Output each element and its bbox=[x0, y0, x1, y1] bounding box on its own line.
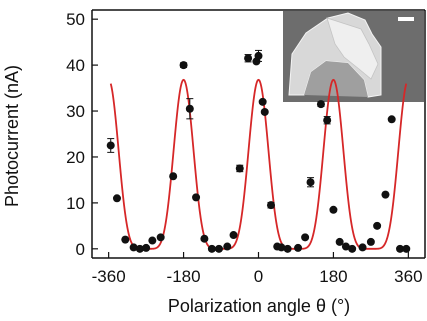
data-point bbox=[277, 243, 286, 252]
data-point bbox=[156, 233, 165, 242]
y-tick-label: 30 bbox=[66, 102, 85, 121]
data-point bbox=[329, 205, 338, 214]
data-point bbox=[402, 244, 411, 253]
data-point bbox=[235, 164, 244, 173]
y-ticks: 0 10 20 30 40 50 bbox=[66, 10, 98, 259]
y-tick-label: 0 bbox=[76, 240, 85, 259]
data-point bbox=[135, 244, 144, 253]
data-point bbox=[306, 178, 315, 187]
data-point bbox=[348, 244, 357, 253]
data-point bbox=[214, 244, 223, 253]
data-point bbox=[244, 54, 253, 63]
x-tick-label: 0 bbox=[254, 267, 263, 286]
inset-micrograph bbox=[283, 11, 424, 102]
data-point bbox=[106, 141, 115, 150]
data-point bbox=[260, 107, 269, 116]
data-point bbox=[185, 104, 194, 113]
data-point bbox=[142, 243, 151, 252]
y-tick-label: 10 bbox=[66, 194, 85, 213]
data-point bbox=[358, 243, 367, 252]
x-tick-label: -180 bbox=[167, 267, 201, 286]
data-point bbox=[366, 237, 375, 246]
data-point bbox=[229, 231, 238, 240]
y-tick-label: 50 bbox=[66, 10, 85, 29]
data-point bbox=[129, 243, 138, 252]
data-point bbox=[387, 115, 396, 124]
data-point bbox=[323, 116, 332, 125]
data-point bbox=[121, 235, 130, 244]
data-point bbox=[148, 236, 157, 245]
x-tick-label: 180 bbox=[319, 267, 347, 286]
data-point bbox=[335, 237, 344, 246]
y-tick-label: 40 bbox=[66, 56, 85, 75]
data-point bbox=[254, 51, 263, 60]
x-tick-label: -360 bbox=[92, 267, 126, 286]
fit-curve bbox=[109, 78, 408, 250]
data-point bbox=[396, 244, 405, 253]
data-point bbox=[223, 242, 232, 251]
x-ticks: -360 -180 0 180 360 bbox=[92, 252, 423, 286]
data-point bbox=[200, 234, 209, 243]
data-point bbox=[179, 61, 188, 70]
data-point bbox=[381, 190, 390, 199]
inset-structure-shading bbox=[304, 61, 368, 97]
data-point bbox=[112, 194, 121, 203]
y-axis-title: Photocurrent (nA) bbox=[2, 65, 22, 207]
data-point bbox=[266, 201, 275, 210]
data-points bbox=[106, 49, 411, 253]
data-point bbox=[316, 100, 325, 109]
data-point bbox=[373, 221, 382, 230]
data-point bbox=[294, 243, 303, 252]
x-tick-label: 360 bbox=[394, 267, 422, 286]
data-point bbox=[169, 172, 178, 181]
inset-scale-bar bbox=[398, 17, 414, 21]
data-point bbox=[341, 242, 350, 251]
data-point bbox=[283, 244, 292, 253]
data-point bbox=[258, 97, 267, 106]
data-point bbox=[207, 244, 216, 253]
axes-frame bbox=[91, 9, 426, 259]
data-point bbox=[192, 193, 201, 202]
x-axis-title: Polarization angle θ (°) bbox=[168, 296, 350, 316]
inset-structure-highlight bbox=[326, 17, 379, 80]
data-point bbox=[301, 233, 310, 242]
y-tick-label: 20 bbox=[66, 148, 85, 167]
